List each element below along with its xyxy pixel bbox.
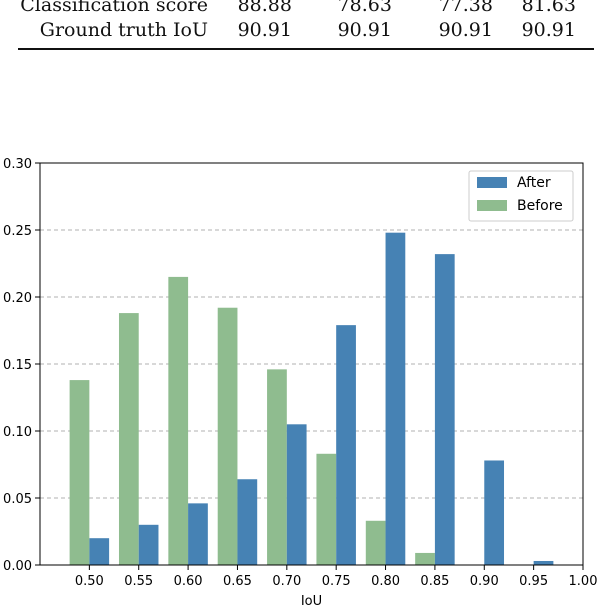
x-tick-label: 0.85 (420, 574, 449, 589)
bar-after (237, 479, 258, 565)
y-tick-label: 0.00 (3, 559, 32, 574)
bars-layer (69, 232, 554, 565)
legend-swatch-before (477, 200, 507, 211)
x-tick-label: 0.65 (223, 574, 252, 589)
y-tick-label: 0.10 (3, 425, 32, 440)
table-cell: 78.63 (337, 0, 392, 16)
table-cell: 90.91 (337, 19, 392, 41)
bar-after (434, 254, 455, 565)
bar-before (365, 520, 386, 565)
bar-before (118, 313, 139, 565)
x-tick-label: 0.95 (519, 574, 548, 589)
table-cell: 90.91 (521, 19, 576, 41)
bar-before (316, 453, 337, 565)
bar-before (267, 369, 287, 565)
bar-before (168, 276, 189, 565)
y-tick-label: 0.15 (3, 358, 32, 373)
bar-after (138, 524, 159, 565)
bar-after (336, 325, 356, 565)
table-row: Ground truth IoU 90.91 90.91 90.91 90.91 (0, 19, 598, 41)
table-bottom-rule (18, 48, 594, 50)
bar-before (217, 307, 238, 565)
x-tick-label: 0.75 (322, 574, 351, 589)
y-tick-label: 0.20 (3, 291, 32, 306)
table-cell: 77.38 (438, 0, 493, 16)
y-tick-label: 0.30 (3, 157, 32, 172)
results-table: Classification score 88.88 78.63 77.38 8… (0, 0, 598, 60)
legend-label-after: After (517, 175, 551, 191)
row-label: Ground truth IoU (39, 19, 208, 41)
x-axis-title: IoU (301, 594, 322, 608)
table-row: Classification score 88.88 78.63 77.38 8… (0, 0, 598, 16)
x-tick-label: 0.55 (124, 574, 153, 589)
x-tick-label: 0.70 (272, 574, 301, 589)
x-tick-label: 0.60 (174, 574, 203, 589)
bar-before (69, 380, 90, 565)
y-tick-label: 0.05 (3, 492, 32, 507)
table-cell: 81.63 (521, 0, 576, 16)
table-cell: 88.88 (237, 0, 292, 16)
x-tick-label: 0.80 (371, 574, 400, 589)
bar-after (89, 538, 110, 565)
bar-after (188, 503, 208, 565)
legend-label-before: Before (517, 198, 563, 214)
axis-layer: 0.00 0.05 0.10 0.15 0.20 0.25 0.30 0.50 0.55 0.60… (3, 157, 597, 589)
legend: After Before (468, 170, 574, 222)
bar-after (533, 560, 554, 565)
x-tick-label: 1.00 (569, 574, 598, 589)
x-tick-label: 0.50 (75, 574, 104, 589)
y-tick-label: 0.25 (3, 224, 32, 239)
x-tick-label: 0.90 (470, 574, 499, 589)
table-cell: 90.91 (237, 19, 292, 41)
row-label: Classification score (20, 0, 208, 16)
bar-before (415, 552, 435, 565)
bar-after (286, 424, 307, 565)
bar-after (484, 460, 505, 565)
table-cell: 90.91 (438, 19, 493, 41)
legend-swatch-after (477, 177, 507, 188)
bar-after (385, 232, 406, 565)
